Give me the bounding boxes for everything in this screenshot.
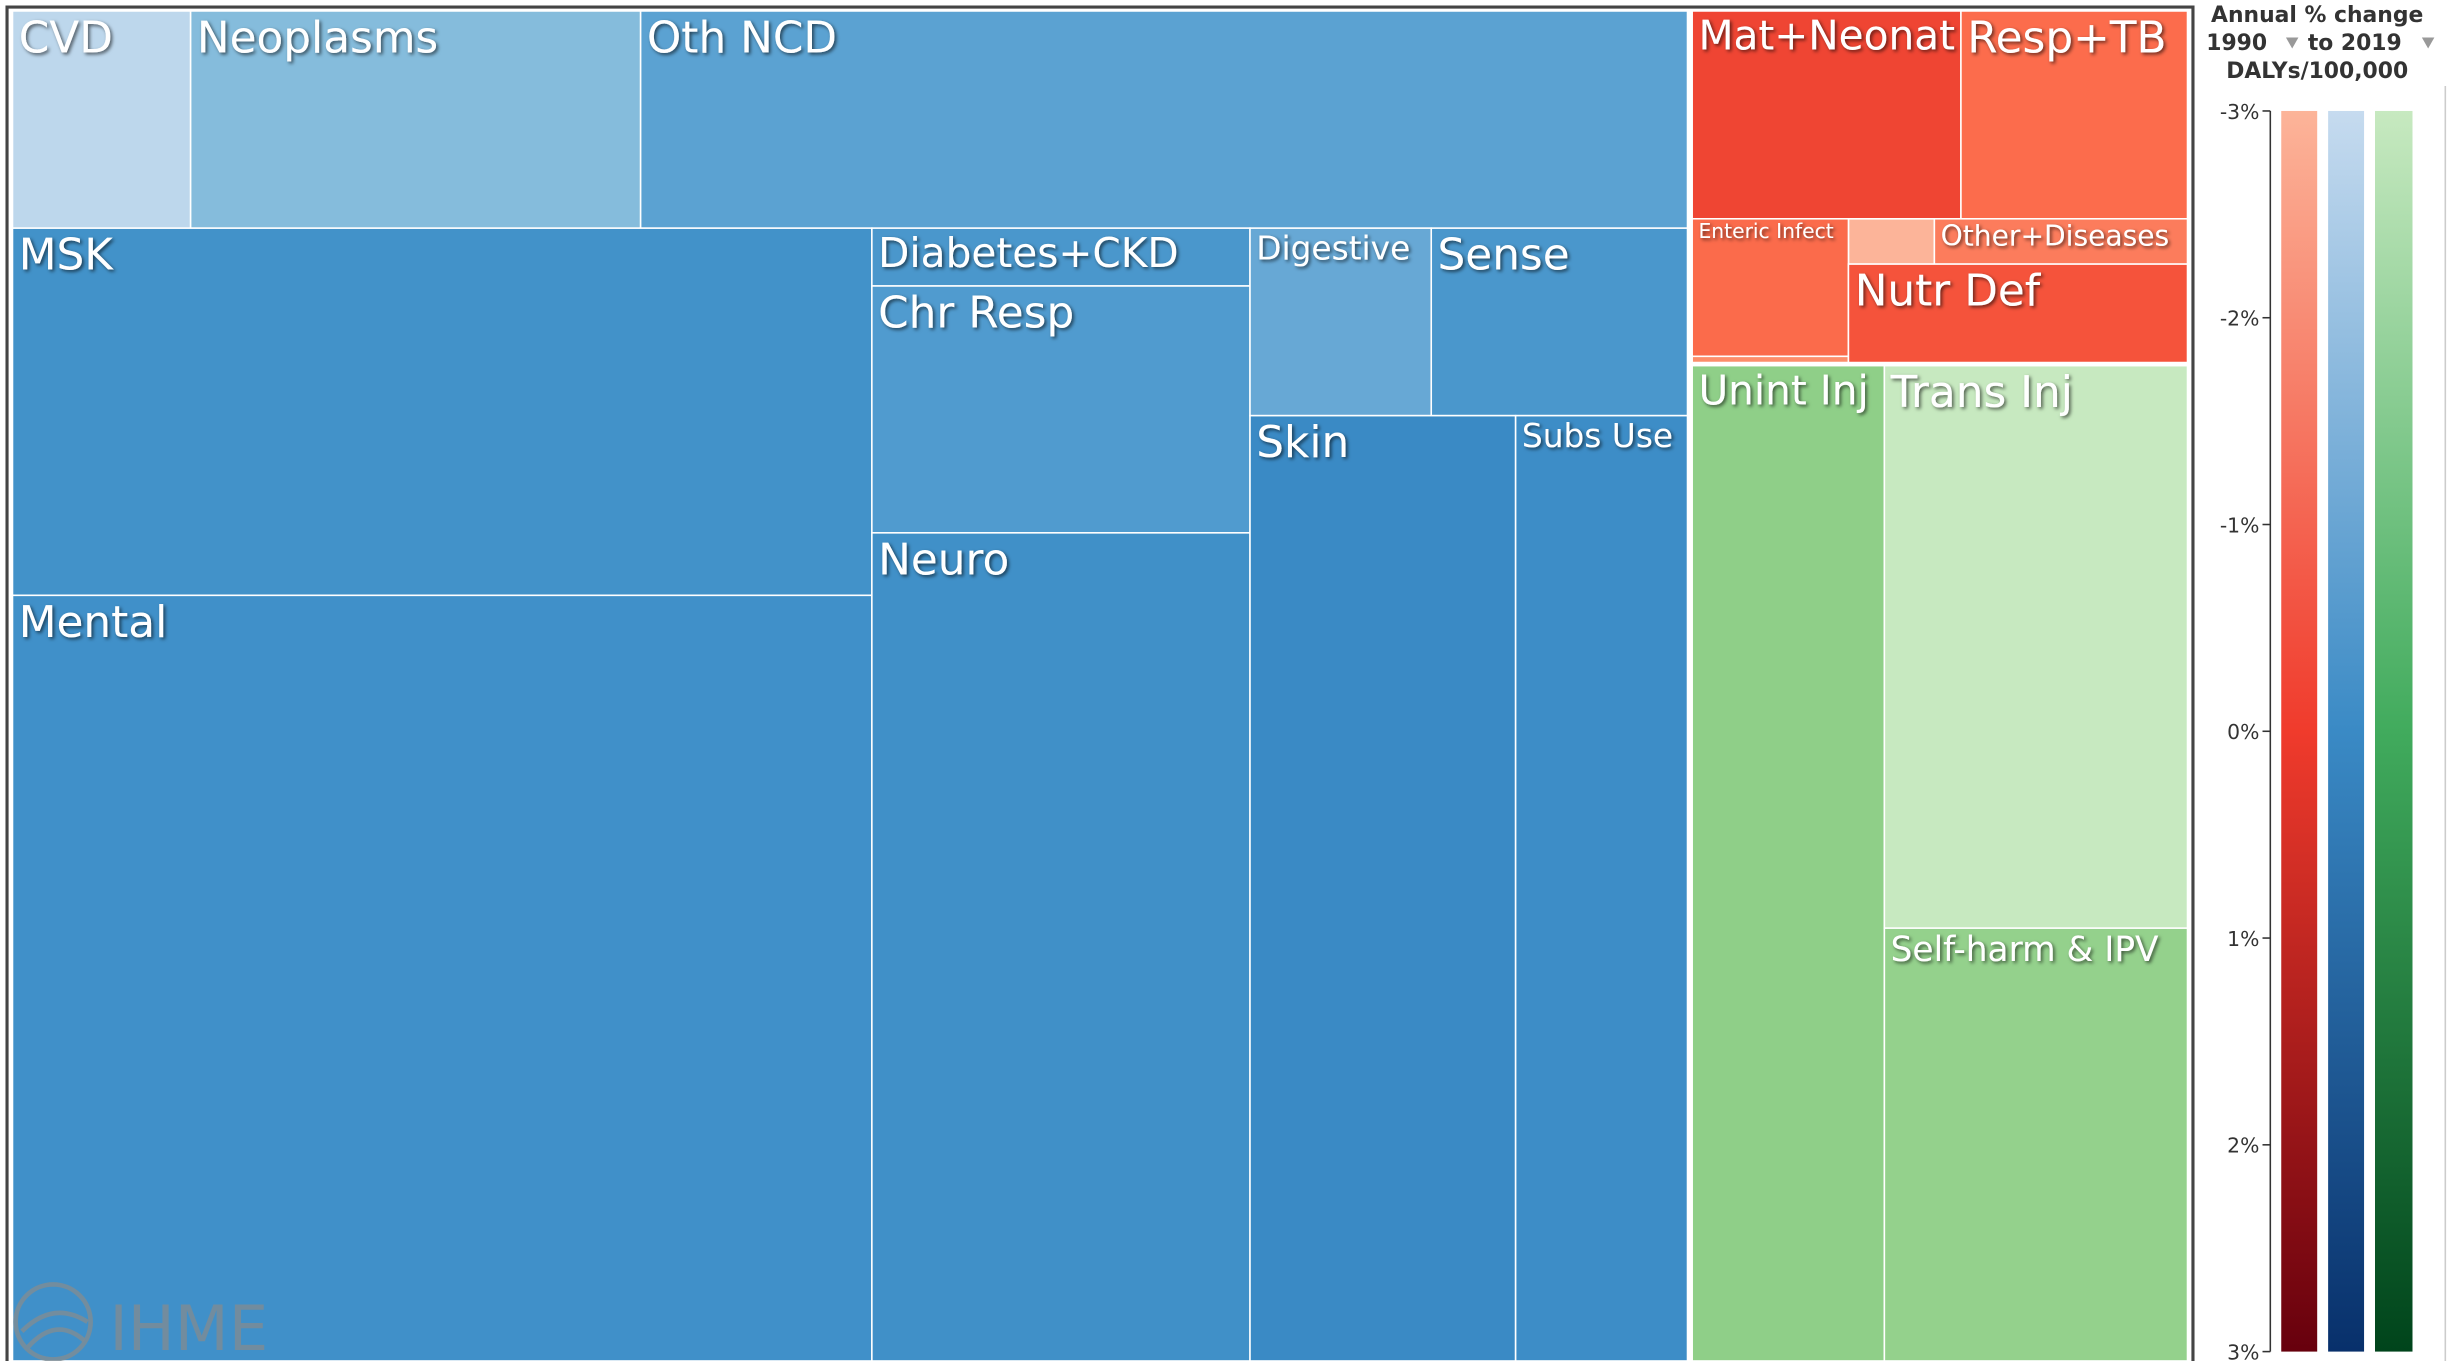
tile bbox=[1933, 217, 2189, 265]
treemap: CVD Neoplasms Oth NCD MSK Mental Diabetes+CKD… bbox=[11, 10, 2189, 1361]
tile bbox=[1691, 364, 1886, 1361]
legend: Annual % change 1990 to 2019 DALYs/100,0… bbox=[2206, 3, 2435, 1361]
tile bbox=[1430, 227, 1689, 417]
tile bbox=[639, 10, 1689, 229]
tick-label: -1% bbox=[2220, 513, 2260, 537]
tile bbox=[11, 227, 873, 597]
start-year[interactable]: 1990 bbox=[2206, 31, 2267, 56]
red-scale bbox=[2281, 110, 2318, 1352]
tile bbox=[11, 594, 873, 1361]
tile-label: Mat+Neonat bbox=[1698, 12, 1955, 60]
tile-label: Skin bbox=[1256, 417, 1349, 468]
tile bbox=[1883, 364, 2189, 929]
tile-label: Self-harm & IPV bbox=[1891, 930, 2159, 970]
tile bbox=[1883, 927, 2189, 1361]
tile-label: Neoplasms bbox=[197, 13, 438, 64]
tile-label: MSK bbox=[19, 230, 115, 281]
tile-label: Sense bbox=[1438, 230, 1570, 281]
tile bbox=[1249, 414, 1517, 1361]
blue-scale bbox=[2328, 110, 2365, 1352]
tile bbox=[1691, 355, 1850, 364]
end-year[interactable]: to 2019 bbox=[2308, 31, 2402, 56]
green-scale bbox=[2375, 110, 2413, 1352]
tile-label: Oth NCD bbox=[647, 13, 837, 64]
tick-label: 0% bbox=[2227, 720, 2259, 744]
tile-label: Trans Inj bbox=[1890, 367, 2073, 418]
tile-label: Digestive bbox=[1256, 229, 1410, 267]
tile-label: Neuro bbox=[878, 534, 1009, 585]
tile bbox=[1691, 218, 1850, 358]
tile-label: Unint Inj bbox=[1698, 366, 1868, 414]
tile-label: Resp+TB bbox=[1967, 13, 2166, 64]
tile-label: Other+Diseases bbox=[1941, 220, 2170, 253]
tick-label: 3% bbox=[2227, 1340, 2259, 1361]
dropdown-arrow[interactable] bbox=[2285, 37, 2299, 49]
dropdown-arrow[interactable] bbox=[2421, 37, 2435, 49]
tile bbox=[1960, 10, 2189, 220]
tile bbox=[1847, 263, 2189, 364]
legend-measure: DALYs/100,000 bbox=[2226, 59, 2408, 84]
tick-label: -2% bbox=[2220, 307, 2260, 331]
tile bbox=[871, 532, 1251, 1361]
tick-label: -3% bbox=[2220, 100, 2260, 124]
tile bbox=[1847, 217, 1936, 265]
tick-label: 2% bbox=[2227, 1134, 2259, 1158]
end-year-dropdown[interactable]: to 2019 bbox=[2308, 31, 2435, 56]
logo: IHME bbox=[13, 1282, 268, 1361]
tile-label: Diabetes+CKD bbox=[878, 229, 1179, 277]
tile bbox=[1249, 227, 1433, 417]
start-year-dropdown[interactable]: 1990 bbox=[2206, 31, 2299, 56]
tile bbox=[871, 285, 1251, 534]
tile bbox=[11, 10, 192, 229]
scale-ticks: -3% -2% -1% 0% 1% 2% 3% bbox=[2220, 100, 2271, 1361]
tile-label: Mental bbox=[19, 597, 168, 648]
logo-text: IHME bbox=[109, 1292, 268, 1361]
tile-label: Nutr Def bbox=[1855, 266, 2042, 317]
tile-label: CVD bbox=[19, 13, 113, 64]
tile bbox=[871, 227, 1251, 287]
tile-label: Subs Use bbox=[1522, 417, 1673, 455]
tile bbox=[1514, 414, 1689, 1361]
tile-label: Enteric Infect bbox=[1698, 219, 1833, 243]
legend-title: Annual % change bbox=[2211, 3, 2423, 28]
tile-label: Chr Resp bbox=[878, 288, 1074, 339]
tick-label: 1% bbox=[2227, 927, 2259, 951]
